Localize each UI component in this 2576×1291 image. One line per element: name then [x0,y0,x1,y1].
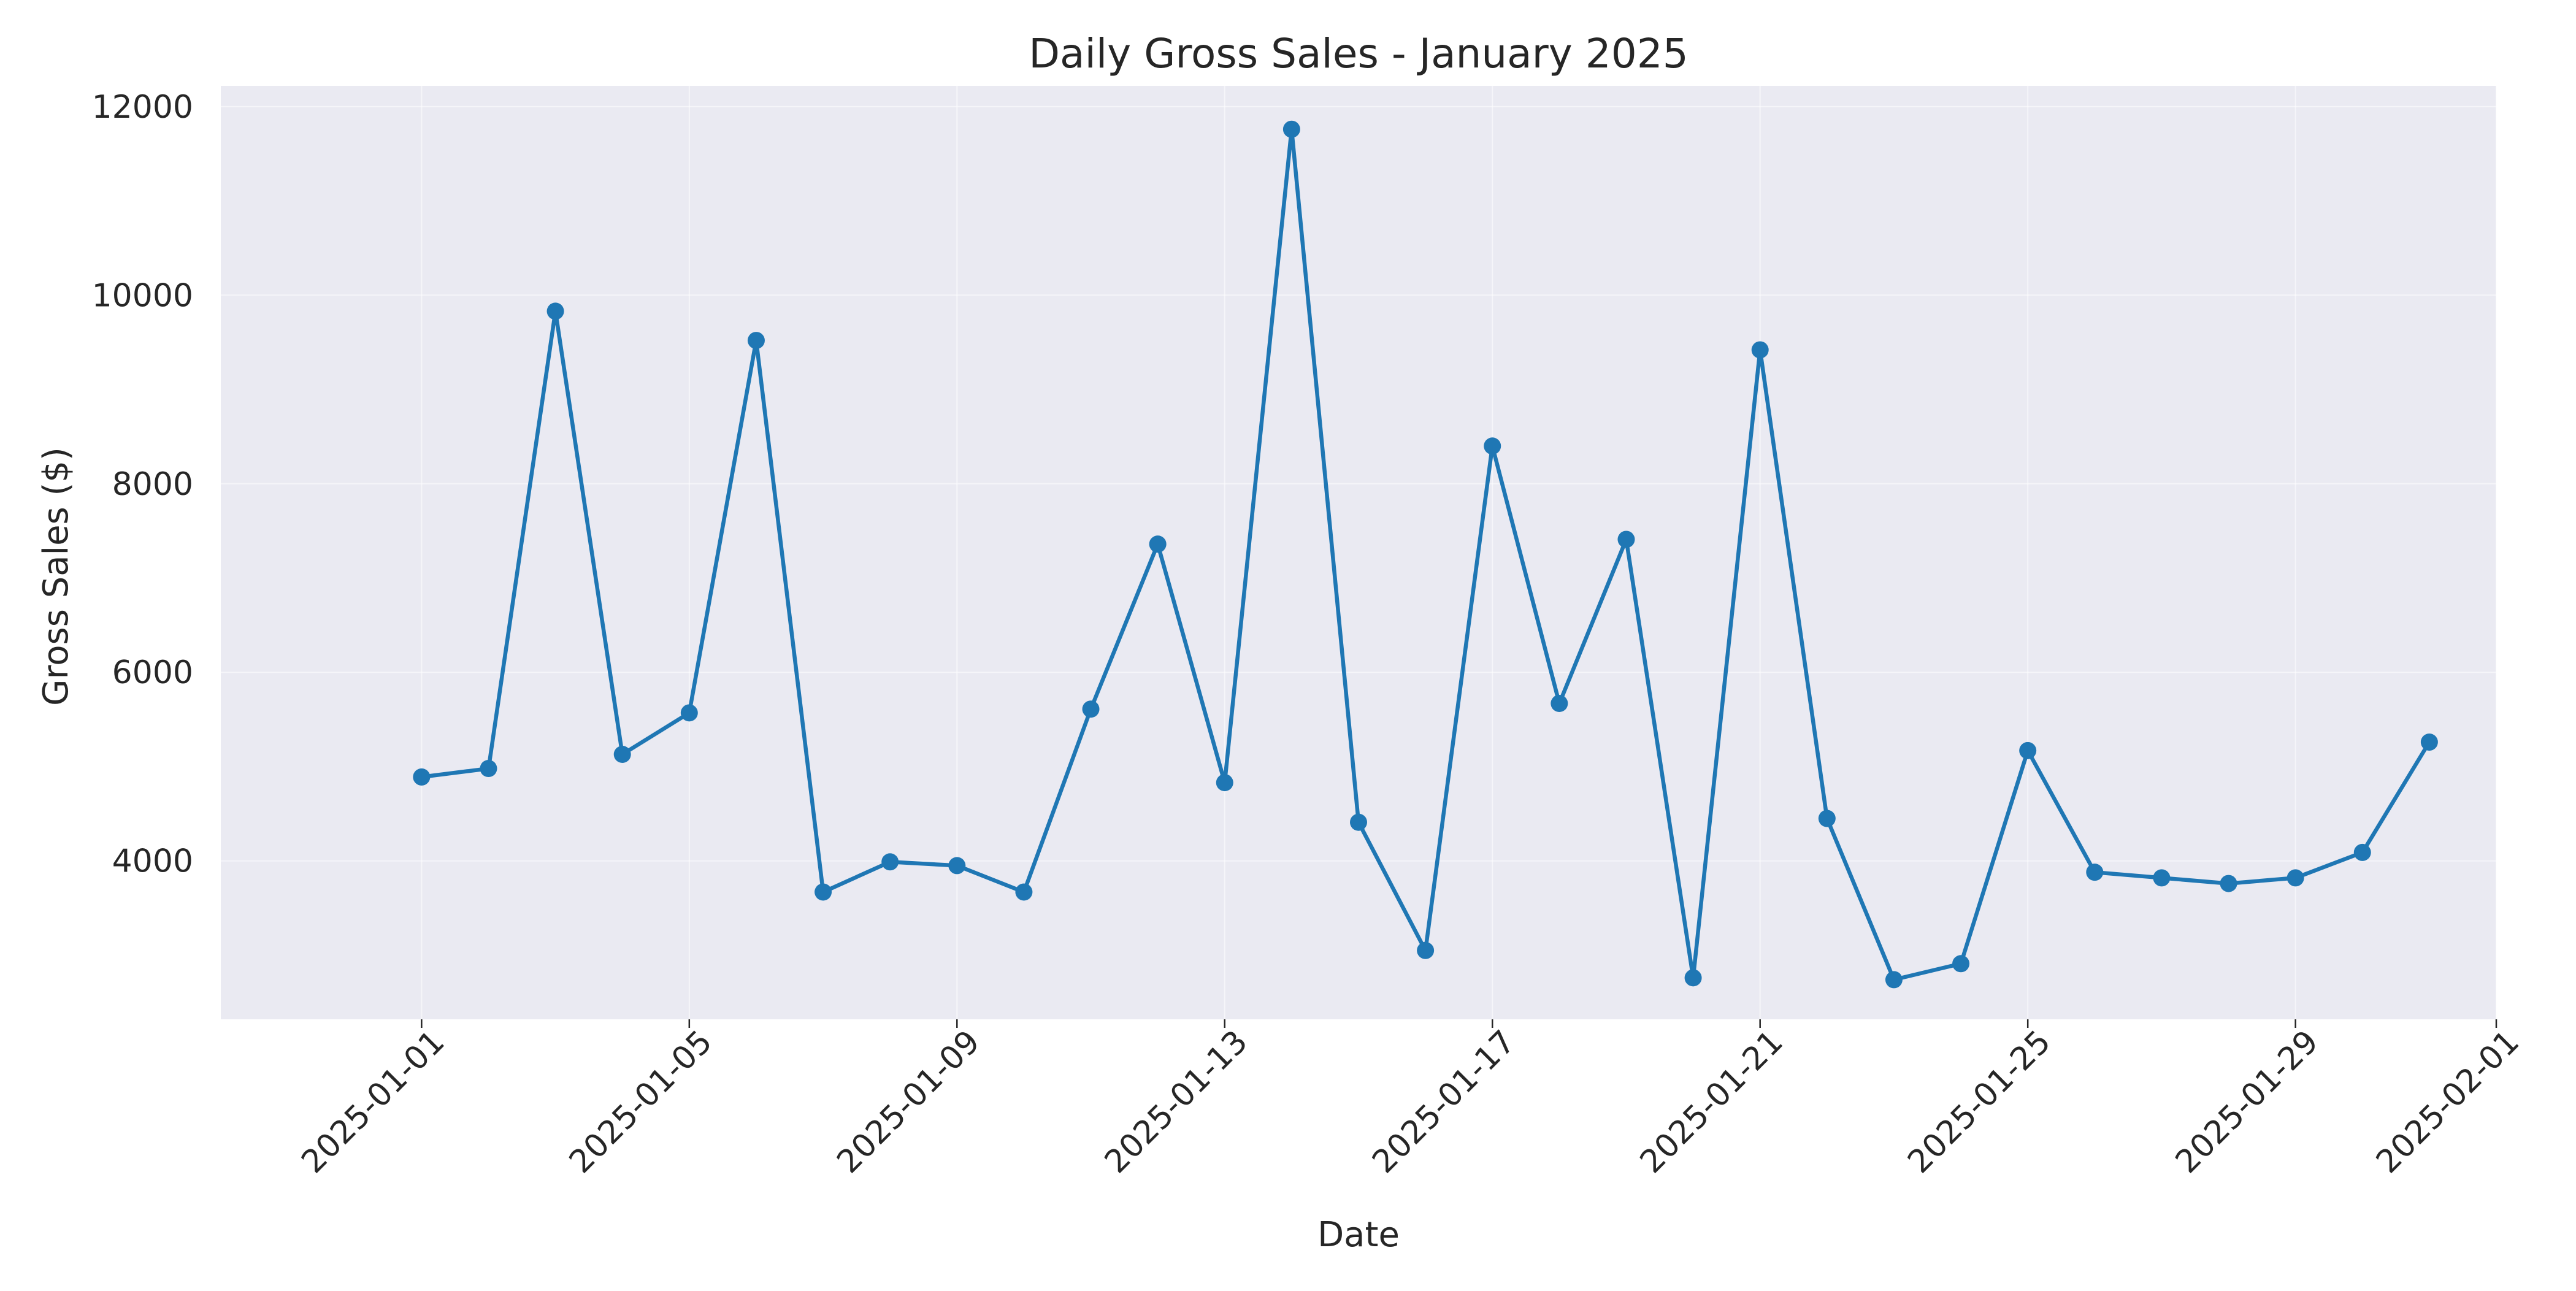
data-point [948,857,966,875]
x-tick-label: 2025-01-25 [1901,1024,2058,1181]
data-point [2086,864,2104,881]
data-point [2287,869,2304,887]
y-tick-label: 6000 [112,654,193,691]
data-point [413,768,431,786]
x-tick-label: 2025-01-05 [562,1024,719,1181]
data-point [2220,875,2237,892]
data-point [680,704,698,722]
data-point [546,302,564,320]
data-point [1885,971,1903,989]
data-point [1216,774,1233,792]
data-point [1684,969,1702,987]
data-point [613,745,631,763]
y-axis-label: Gross Sales ($) [36,447,76,706]
data-point [881,853,899,871]
x-axis-label: Date [1317,1215,1400,1255]
x-tick-label: 2025-01-29 [2169,1024,2326,1181]
x-axis-ticks: 2025-01-01 2025-01-05 2025-01-09 2025-01-13… [294,1019,2526,1181]
data-point [2353,843,2371,861]
y-tick-label: 8000 [112,466,193,503]
data-point [1015,883,1033,901]
data-point [1082,700,1100,718]
x-tick-label: 2025-01-13 [1098,1024,1255,1181]
data-point [480,760,497,778]
plot-area [221,86,2496,1019]
y-tick-label: 10000 [92,277,193,314]
data-point [2153,869,2171,887]
data-point [815,883,832,901]
data-point [747,332,765,350]
data-point [1751,341,1769,359]
x-tick-label: 2025-01-01 [294,1024,451,1181]
series-layer [413,120,2438,989]
data-point [1952,955,1970,973]
data-point [1149,535,1167,553]
data-point [1484,437,1501,455]
y-axis-ticks: 4000 6000 8000 10000 12000 [92,89,193,880]
data-point [2420,734,2438,751]
data-point [1282,120,1300,138]
data-point [1617,531,1635,548]
data-point [1350,813,1367,831]
y-tick-label: 4000 [112,843,193,880]
grid [221,86,2497,1019]
data-point [2019,741,2037,759]
data-point [1417,941,1435,959]
x-tick-label: 2025-02-01 [2369,1024,2526,1181]
x-tick-label: 2025-01-17 [1365,1024,1522,1181]
y-tick-label: 12000 [92,89,193,126]
x-tick-label: 2025-01-09 [830,1024,987,1181]
x-tick-label: 2025-01-21 [1633,1024,1790,1181]
data-point [1551,694,1568,712]
chart-title: Daily Gross Sales - January 2025 [1029,30,1689,77]
data-point [1818,810,1836,827]
